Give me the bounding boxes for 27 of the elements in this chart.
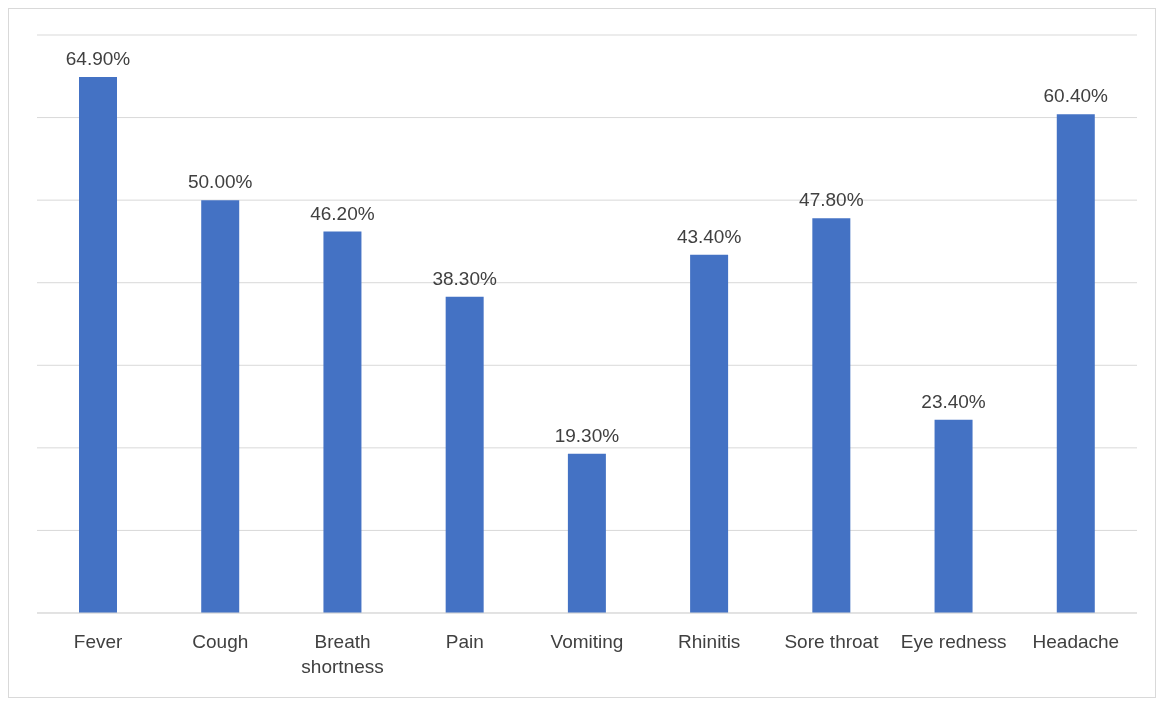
data-label: 64.90%	[65, 48, 131, 70]
x-tick-label: Breath shortness	[301, 631, 384, 677]
data-label: 19.30%	[554, 424, 620, 446]
x-tick-label: Rhinitis	[678, 631, 741, 653]
bar	[567, 453, 606, 613]
bar	[79, 77, 117, 613]
data-label: 46.20%	[310, 202, 375, 224]
data-label: 60.40%	[1043, 85, 1109, 107]
bar	[1056, 114, 1095, 613]
bar	[445, 296, 484, 613]
x-tick-label: Vomiting	[550, 631, 624, 653]
data-label: 23.40%	[921, 390, 986, 412]
x-tick-label: Cough	[192, 631, 249, 653]
data-label: 47.80%	[799, 189, 864, 211]
x-tick-label: Eye redness	[900, 631, 1007, 653]
x-tick-label: Pain	[445, 631, 484, 653]
x-tick-label: Sore throat	[784, 631, 880, 653]
bar	[690, 254, 729, 613]
x-tick-label: Headache	[1032, 631, 1120, 653]
data-label: 38.30%	[432, 267, 497, 289]
data-label: 50.00%	[188, 171, 253, 193]
x-tick-label: Fever	[73, 631, 124, 653]
bar	[201, 200, 240, 613]
data-label: 43.40%	[676, 225, 742, 247]
bar	[934, 419, 973, 613]
bar	[323, 231, 362, 613]
bar	[812, 218, 851, 613]
